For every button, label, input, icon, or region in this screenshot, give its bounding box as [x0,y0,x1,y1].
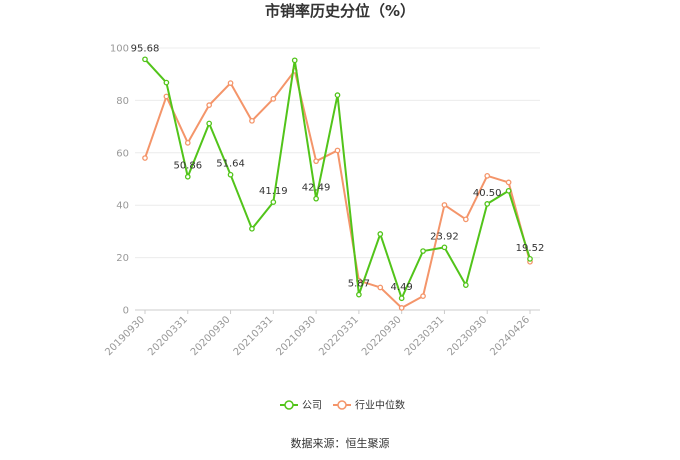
data-point[interactable] [441,202,448,208]
data-label: 51.64 [216,159,245,170]
data-point[interactable] [420,293,426,299]
data-point[interactable] [227,171,234,178]
data-label: 19.52 [516,243,545,254]
data-point[interactable] [377,284,384,291]
x-tick-label: 20200331 [146,314,190,358]
data-point[interactable] [334,147,341,154]
data-point[interactable] [313,195,319,202]
x-tick-label: 20220331 [317,314,361,358]
data-label: 5.87 [348,279,370,290]
legend-item-industry-median[interactable]: 行业中位数 [333,399,405,412]
data-label: 4.49 [391,282,413,293]
data-point[interactable] [377,231,384,237]
x-tick-label: 20240426 [488,314,532,358]
data-point[interactable] [163,79,170,86]
chart-title: 市销率历史分位（%） [265,2,415,20]
data-point[interactable] [462,282,469,288]
legend[interactable]: 公司 行业中位数 [280,399,405,412]
y-tick-label: 100 [110,44,129,55]
data-point[interactable] [291,57,298,64]
legend-label: 行业中位数 [355,399,405,412]
data-point[interactable] [184,139,191,146]
x-axis: 20190930 20200331 20200930 20210331 20210930… [103,310,532,358]
data-point[interactable] [206,102,213,108]
data-label: 95.68 [131,43,160,54]
data-point[interactable] [184,173,191,180]
data-point[interactable] [227,80,234,86]
series-lines [142,56,533,311]
legend-label: 公司 [302,401,322,412]
data-label: 23.92 [430,231,459,242]
data-point[interactable] [398,295,405,302]
data-label: 50.86 [173,161,202,172]
gridlines [135,47,540,311]
y-tick-label: 40 [116,201,129,212]
x-tick-label: 20230930 [446,314,490,358]
data-point[interactable] [398,305,405,311]
y-tick-label: 80 [116,96,129,107]
legend-item-company[interactable]: 公司 [280,400,322,412]
x-tick-label: 20210331 [232,314,276,358]
x-tick-label: 20200930 [189,314,233,358]
data-point[interactable] [484,173,491,179]
data-point[interactable] [142,155,148,161]
data-point[interactable] [356,291,362,298]
x-tick-label: 20230331 [403,314,447,358]
data-point[interactable] [505,179,512,186]
y-tick-label: 20 [116,253,129,264]
data-point[interactable] [270,95,277,102]
y-tick-label: 60 [116,148,129,159]
y-axis: 0 20 40 60 80 100 [110,44,129,317]
data-label: 42.49 [302,183,331,194]
data-point[interactable] [249,225,255,232]
legend-marker-icon [337,400,347,410]
data-point[interactable] [441,244,448,251]
data-label: 40.50 [473,188,502,199]
data-point[interactable] [270,199,277,205]
x-tick-label: 20190930 [103,314,147,358]
data-point[interactable] [462,216,469,223]
data-point[interactable] [334,92,341,99]
data-point[interactable] [142,56,148,63]
x-tick-label: 20220930 [360,314,404,358]
data-point[interactable] [484,201,491,207]
series-company [142,56,533,302]
data-labels: 95.68 50.86 51.64 41.19 42.49 5.87 4.49 23.92 40… [131,43,545,293]
x-tick-label: 20210930 [274,314,318,358]
legend-marker-icon [284,400,294,410]
data-point[interactable] [527,256,533,262]
y-tick-label: 0 [123,306,129,317]
data-point[interactable] [206,120,213,127]
data-point[interactable] [249,117,255,124]
data-point[interactable] [420,248,426,254]
data-point[interactable] [505,187,512,194]
data-point[interactable] [163,93,170,100]
data-point[interactable] [313,158,319,165]
data-source: 数据来源：恒生聚源 [291,436,390,450]
data-label: 41.19 [259,186,288,197]
